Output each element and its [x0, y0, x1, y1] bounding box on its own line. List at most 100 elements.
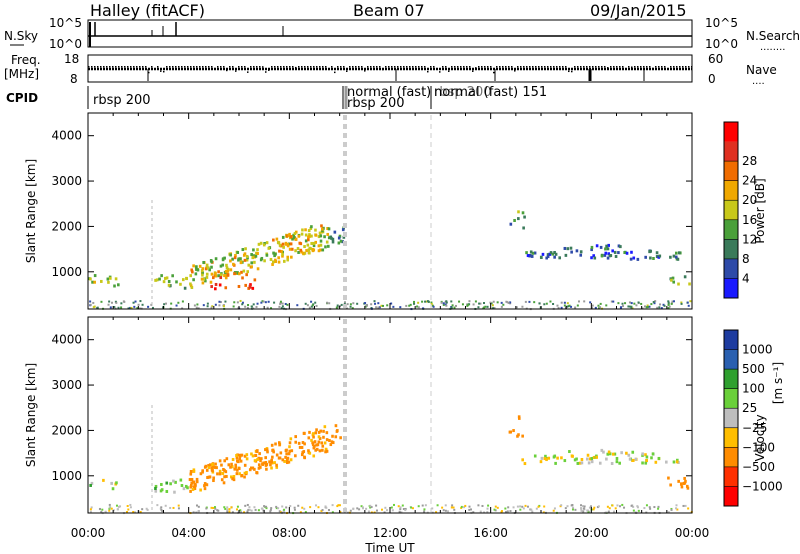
scatter-cell: [207, 466, 211, 470]
colorbar-swatch: [724, 180, 738, 201]
scatter-cell: [530, 254, 534, 258]
nave-dot: [463, 66, 465, 68]
scatter-cell: [312, 248, 316, 252]
nave-dot: [499, 66, 501, 68]
ground-scatter-cell: [494, 509, 497, 512]
ground-scatter-cell: [89, 510, 92, 513]
scatter-cell: [289, 437, 293, 441]
scatter-cell: [239, 257, 242, 261]
ground-scatter-cell: [460, 506, 463, 509]
scatter-cell: [167, 283, 171, 287]
nave-tick-low: 0: [708, 72, 716, 86]
scatter-cell: [319, 429, 323, 433]
scatter-cell: [644, 255, 647, 259]
ground-scatter-cell: [451, 504, 454, 507]
ground-scatter-cell: [370, 505, 373, 508]
ground-scatter-cell: [137, 303, 140, 306]
scatter-cell: [202, 260, 205, 264]
ground-scatter-cell: [466, 304, 469, 307]
ground-scatter-cell: [631, 307, 634, 310]
ground-scatter-cell: [101, 508, 104, 511]
ground-scatter-cell: [269, 510, 272, 513]
scatter-cell: [279, 451, 283, 455]
scatter-cell: [338, 234, 342, 238]
scatter-cell: [329, 235, 333, 239]
ground-scatter-cell: [621, 302, 624, 305]
ground-scatter-cell: [566, 505, 569, 508]
ground-scatter-cell: [373, 300, 376, 303]
scatter-cell: [264, 448, 267, 452]
nave-dot: [331, 66, 333, 68]
ground-scatter-cell: [658, 306, 661, 309]
ground-scatter-cell: [224, 507, 227, 510]
scatter-cell: [314, 431, 318, 435]
ground-scatter-cell: [413, 300, 416, 303]
ground-scatter-cell: [226, 510, 229, 513]
ground-scatter-cell: [506, 301, 509, 304]
scatter-cell: [278, 456, 282, 460]
scatter-cell: [254, 254, 258, 258]
scatter-cell: [590, 457, 594, 461]
scatter-cell: [605, 244, 608, 248]
nave-dot: [205, 66, 207, 68]
x-axis-title: Time UT: [364, 541, 415, 554]
power-ylabel: Slant Range [km]: [24, 159, 38, 263]
scatter-cell: [525, 251, 528, 255]
ground-scatter-cell: [479, 510, 482, 513]
scatter-cell: [316, 443, 320, 447]
scatter-cell: [641, 461, 644, 465]
ground-scatter-cell: [466, 303, 469, 306]
scatter-cell: [155, 278, 159, 282]
ground-scatter-cell: [301, 506, 304, 509]
scatter-cell: [192, 469, 196, 473]
scatter-cell: [284, 241, 288, 245]
ground-scatter-cell: [269, 508, 272, 511]
ground-scatter-cell: [431, 507, 434, 510]
ground-scatter-cell: [489, 301, 492, 304]
ground-scatter-cell: [453, 508, 456, 511]
ground-scatter-cell: [416, 305, 419, 308]
colorbar-tick-label: −25: [742, 421, 767, 435]
scatter-cell: [298, 241, 302, 245]
colorbar-tick-label: 24: [742, 174, 757, 188]
scatter-cell: [339, 436, 342, 440]
ground-scatter-cell: [570, 504, 573, 507]
scatter-cell: [554, 252, 558, 256]
ground-scatter-cell: [441, 506, 444, 509]
ground-scatter-cell: [597, 505, 600, 508]
nave-dot: [433, 66, 435, 68]
scatter-cell: [219, 276, 223, 280]
ground-scatter-cell: [308, 306, 311, 309]
colorbar-tick-label: 16: [742, 213, 757, 227]
colorbar-swatch: [724, 349, 738, 370]
x-tick-label: 00:00: [675, 526, 710, 540]
scatter-cell: [300, 232, 304, 236]
ground-scatter-cell: [460, 505, 463, 508]
nave-dot: [145, 66, 147, 68]
scatter-cell: [278, 443, 281, 447]
nave-dot: [685, 66, 687, 68]
ground-scatter-cell: [545, 302, 548, 305]
nave-dot: [580, 66, 582, 68]
ground-scatter-cell: [442, 509, 445, 512]
scatter-cell: [587, 461, 591, 465]
ground-scatter-cell: [214, 303, 217, 306]
nave-dot: [127, 66, 129, 68]
ground-scatter-cell: [216, 509, 219, 512]
nave-legend-dots: ....: [752, 76, 765, 87]
scatter-cell: [569, 246, 573, 250]
scatter-cell: [669, 483, 672, 487]
nave-dot: [370, 66, 372, 68]
ground-scatter-cell: [570, 305, 573, 308]
scatter-cell: [196, 268, 200, 272]
ground-scatter-cell: [324, 505, 327, 508]
nave-dot: [319, 66, 321, 68]
ground-scatter-cell: [100, 300, 103, 303]
scatter-cell: [290, 449, 294, 453]
ground-scatter-cell: [370, 303, 373, 306]
ground-scatter-cell: [671, 300, 674, 303]
scatter-cell: [216, 472, 219, 476]
scatter-cell: [226, 273, 230, 277]
scatter-cell: [232, 478, 236, 482]
nave-dot: [427, 70, 429, 73]
